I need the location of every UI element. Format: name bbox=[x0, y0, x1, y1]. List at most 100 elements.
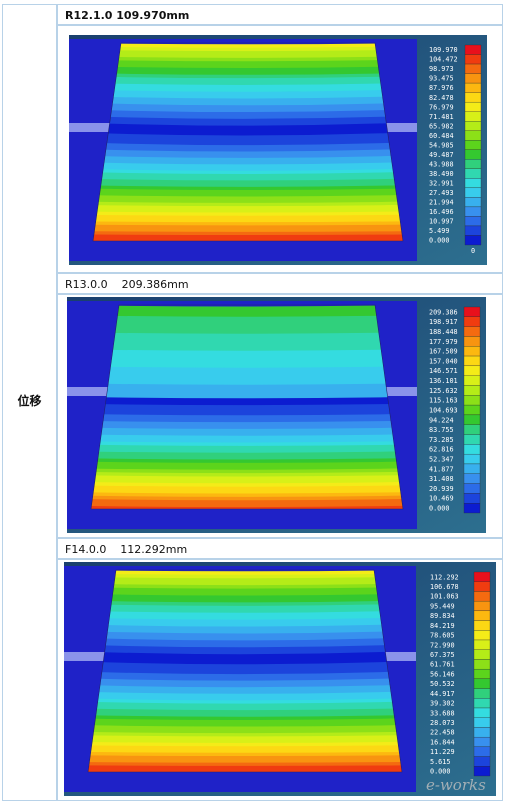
contour-band bbox=[91, 342, 403, 348]
contour-band bbox=[88, 617, 402, 624]
contour-band bbox=[93, 135, 403, 143]
legend-swatch bbox=[473, 610, 491, 621]
contour-band bbox=[93, 66, 403, 72]
contour-band bbox=[88, 704, 402, 711]
legend-value: 76.979 bbox=[429, 103, 454, 111]
legend-swatch bbox=[463, 306, 481, 317]
contour-band bbox=[93, 155, 403, 162]
contour-band bbox=[93, 52, 403, 59]
contour-band bbox=[88, 573, 402, 579]
contour-band bbox=[93, 221, 403, 227]
contour-band bbox=[91, 339, 403, 345]
contour-band bbox=[93, 191, 403, 198]
legend-value: 52.347 bbox=[429, 456, 454, 464]
contour-band bbox=[91, 318, 403, 325]
contour-band bbox=[91, 349, 403, 355]
contour-band bbox=[91, 437, 403, 444]
contour-band bbox=[88, 623, 402, 631]
legend-swatch bbox=[473, 766, 491, 777]
legend-swatch bbox=[473, 756, 491, 767]
legend-value: 5.499 bbox=[429, 227, 449, 235]
contour-band bbox=[93, 171, 403, 178]
contour-band bbox=[91, 471, 403, 478]
legend-value: 94.224 bbox=[429, 416, 454, 424]
contour-band bbox=[93, 82, 403, 89]
legend-value: 167.509 bbox=[429, 348, 458, 356]
contour-band bbox=[93, 89, 403, 96]
contour-band bbox=[93, 165, 403, 172]
contour-band bbox=[88, 765, 402, 770]
contour-band bbox=[88, 674, 402, 682]
displaced-surface bbox=[93, 43, 403, 241]
contour-band bbox=[93, 214, 403, 220]
contour-band bbox=[93, 224, 403, 230]
contour-band bbox=[91, 305, 403, 311]
contour-band bbox=[91, 485, 403, 491]
contour-band bbox=[91, 379, 403, 386]
legend-value: 62.816 bbox=[429, 446, 454, 454]
displacement-plot-r12: 109.970 104.472 98.973 93.475 87.976 82.478 76… bbox=[69, 35, 487, 265]
contour-band bbox=[88, 647, 402, 655]
contour-band bbox=[88, 671, 402, 679]
contour-band bbox=[93, 109, 403, 116]
legend-swatch bbox=[473, 581, 491, 592]
legend-swatch bbox=[464, 54, 482, 65]
contour-band bbox=[93, 115, 403, 123]
contour-band bbox=[93, 161, 403, 169]
legend-value: 38.490 bbox=[429, 170, 454, 178]
legend-value: 125.632 bbox=[429, 387, 458, 395]
legend-swatch bbox=[473, 571, 491, 582]
legend-swatch bbox=[464, 159, 482, 169]
displacement-plot-r13: 209.386 198.917 188.448 177.979 167.509 157.0… bbox=[67, 297, 486, 533]
contour-band bbox=[88, 580, 402, 586]
legend-value: 83.755 bbox=[429, 426, 454, 434]
contour-band bbox=[88, 728, 402, 734]
contour-band bbox=[88, 741, 402, 747]
legend-swatch bbox=[464, 206, 482, 217]
contour-band bbox=[91, 396, 403, 403]
legend-swatch bbox=[463, 365, 481, 376]
contour-band bbox=[91, 424, 403, 430]
panel-header-r12: R12.1.0 109.970mm bbox=[57, 4, 503, 25]
contour-band bbox=[93, 208, 403, 214]
legend-swatch bbox=[464, 101, 482, 112]
legend-value: 198.917 bbox=[429, 318, 458, 326]
contour-band bbox=[88, 708, 402, 715]
contour-band bbox=[91, 495, 403, 501]
contour-band bbox=[88, 745, 402, 751]
legend-swatch bbox=[473, 736, 491, 748]
contour-band bbox=[91, 356, 403, 362]
contour-band bbox=[93, 204, 403, 211]
contour-band bbox=[88, 667, 402, 675]
legend-swatch bbox=[463, 316, 481, 327]
contour-band bbox=[93, 178, 403, 185]
legend-swatch bbox=[463, 404, 481, 416]
row-label-cell bbox=[2, 4, 57, 801]
contour-band bbox=[91, 386, 403, 393]
contour-band bbox=[91, 366, 403, 372]
contour-band bbox=[88, 593, 402, 600]
contour-band bbox=[93, 56, 403, 62]
legend-value: 0.000 bbox=[430, 768, 450, 776]
legend-value: 61.761 bbox=[430, 661, 455, 669]
contour-band bbox=[88, 620, 402, 628]
contour-band bbox=[88, 724, 402, 731]
legend-value: 78.605 bbox=[430, 632, 455, 640]
legend-value: 157.040 bbox=[429, 357, 458, 365]
contour-band bbox=[88, 687, 402, 695]
contour-band bbox=[91, 359, 403, 365]
contour-band bbox=[91, 481, 403, 488]
legend-value: 56.146 bbox=[430, 670, 455, 678]
legend-value: 31.408 bbox=[429, 475, 454, 483]
legend-swatch bbox=[463, 385, 481, 396]
contour-band bbox=[88, 630, 402, 638]
legend-value: 16.496 bbox=[429, 208, 454, 216]
contour-band bbox=[88, 600, 402, 607]
contour-band bbox=[93, 132, 403, 140]
contour-band bbox=[91, 345, 403, 352]
legend-swatch bbox=[473, 746, 491, 757]
legend-value: 10.997 bbox=[429, 218, 454, 226]
contour-band bbox=[93, 231, 403, 236]
legend-value: 89.834 bbox=[430, 612, 455, 620]
contour-band bbox=[91, 315, 403, 321]
